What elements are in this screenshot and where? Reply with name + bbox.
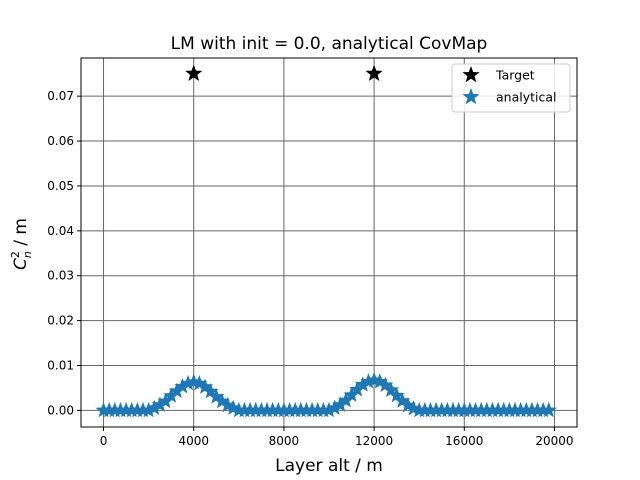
y-tick-label: 0.04 [47, 224, 74, 238]
y-tick-label: 0.03 [47, 269, 74, 283]
legend-box [451, 63, 571, 113]
analytical-point [168, 382, 185, 398]
legend-label-target: Target [495, 68, 535, 83]
analytical-point [213, 392, 230, 409]
analytical-point [377, 376, 394, 393]
analytical-point [332, 396, 349, 412]
y-tick-label: 0.07 [47, 89, 74, 103]
analytical-point [360, 373, 377, 389]
chart-title: LM with init = 0.0, analytical CovMap [171, 34, 488, 54]
analytical-point [157, 392, 174, 409]
analytical-point [382, 381, 400, 398]
analytical-point [388, 387, 405, 403]
series-analytical [95, 371, 557, 418]
legend-label-analytical: analytical [496, 90, 557, 105]
y-axis-label-rest: / m [11, 218, 31, 251]
y-tick-label: 0.00 [47, 403, 74, 417]
y-tick-label: 0.02 [47, 314, 74, 328]
analytical-point [191, 374, 208, 391]
analytical-point [208, 388, 225, 404]
analytical-point [202, 383, 219, 399]
analytical-point [140, 401, 157, 418]
grid [81, 58, 577, 427]
target-point [185, 64, 203, 81]
series-layer [95, 64, 557, 418]
y-axis-label-sup: 2 [9, 251, 22, 258]
analytical-point [337, 392, 354, 408]
y-axis-label-sub: n [21, 251, 34, 258]
plot-frame [80, 57, 578, 428]
x-tick-label: 16000 [445, 434, 483, 448]
legend-marker-analytical [462, 88, 480, 105]
y-tick-label: 0.05 [47, 179, 74, 193]
analytical-point [399, 396, 416, 413]
y-axis-label: C2n / m [9, 218, 34, 270]
x-tick-label: 20000 [535, 434, 573, 448]
analytical-point [146, 399, 163, 416]
analytical-point [163, 387, 180, 403]
analytical-point [174, 378, 191, 394]
x-tick-label: 0 [100, 434, 108, 448]
y-tick-label: 0.01 [47, 359, 74, 373]
x-axis: 0 4000 8000 12000 16000 20000 [100, 427, 574, 448]
analytical-point [151, 396, 168, 412]
x-tick-label: 12000 [355, 434, 393, 448]
y-tick-label: 0.06 [47, 134, 74, 148]
x-axis-label: Layer alt / m [275, 456, 383, 476]
analytical-point [180, 374, 197, 391]
series-target [185, 64, 383, 81]
analytical-point [326, 399, 343, 416]
y-axis-label-main: C [11, 258, 31, 270]
plot-area [81, 58, 577, 427]
analytical-point [349, 381, 366, 397]
y-axis: 0.00 0.01 0.02 0.03 0.04 0.05 0.06 0.07 [47, 89, 81, 417]
target-point [365, 64, 383, 81]
analytical-point [371, 373, 388, 389]
analytical-point [196, 378, 214, 394]
analytical-point [540, 401, 557, 418]
analytical-point [320, 401, 338, 418]
analytical-point [219, 396, 236, 413]
analytical-point [343, 386, 360, 402]
analytical-point [225, 399, 242, 416]
legend: Target analytical [451, 63, 571, 113]
analytical-point [394, 392, 411, 408]
x-tick-label: 4000 [178, 434, 209, 448]
legend-marker-target [462, 66, 480, 83]
analytical-point [354, 376, 371, 392]
x-tick-label: 8000 [269, 434, 300, 448]
